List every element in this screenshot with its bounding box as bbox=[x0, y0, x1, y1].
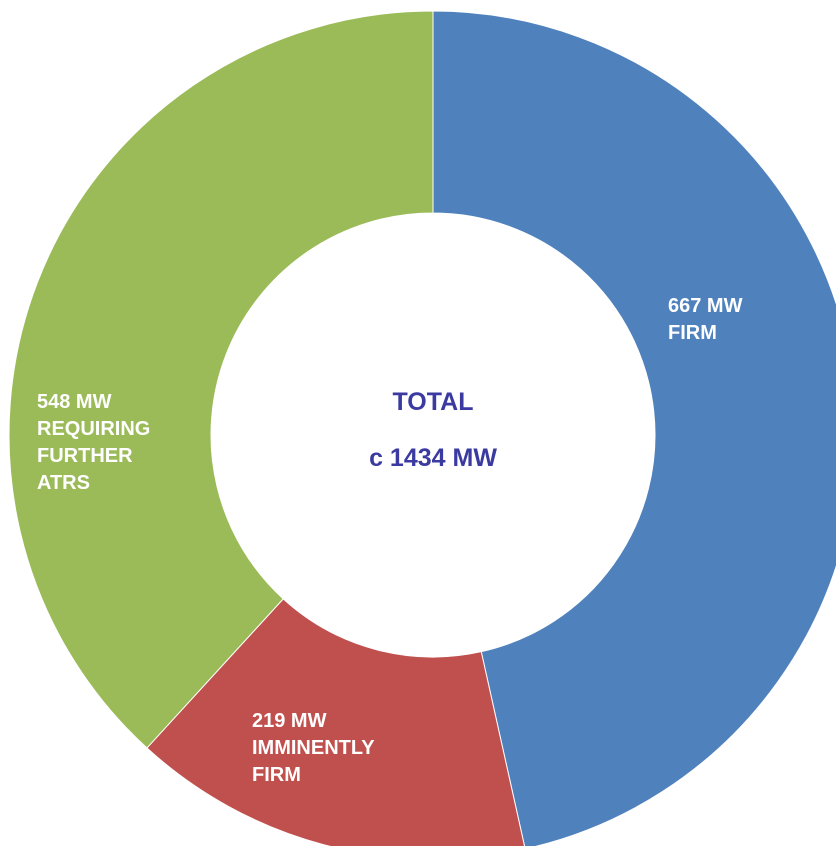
donut-slices bbox=[8, 10, 836, 846]
slice-label-3-line-4: ATRS bbox=[37, 472, 90, 494]
slice-label-2-line-2: IMMINENTLY bbox=[252, 737, 375, 759]
center-labels: TOTAL c 1434 MW bbox=[369, 388, 497, 472]
slice-label-3-line-2: REQUIRING bbox=[37, 418, 150, 440]
slice-label-3-line-1: 548 MW bbox=[37, 391, 112, 413]
slice-label-3-line-3: FURTHER bbox=[37, 445, 133, 467]
donut-slice-3 bbox=[8, 10, 434, 749]
slice-labels: 667 MW FIRM 219 MW IMMINENTLY FIRM 548 MW REQU… bbox=[37, 295, 743, 786]
slice-label-1-line-2: FIRM bbox=[668, 322, 717, 344]
slice-label-1: 667 MW FIRM bbox=[668, 295, 743, 344]
center-total-value: c 1434 MW bbox=[369, 444, 497, 472]
donut-slice-2 bbox=[146, 598, 526, 846]
center-total-label: TOTAL bbox=[392, 388, 473, 416]
slice-label-1-line-1: 667 MW bbox=[668, 295, 743, 317]
slice-label-2: 219 MW IMMINENTLY FIRM bbox=[252, 710, 375, 786]
slice-label-3: 548 MW REQUIRING FURTHER ATRS bbox=[37, 391, 150, 494]
slice-label-2-line-3: FIRM bbox=[252, 764, 301, 786]
donut-slice-1 bbox=[432, 10, 836, 846]
slice-label-2-line-1: 219 MW bbox=[252, 710, 327, 732]
